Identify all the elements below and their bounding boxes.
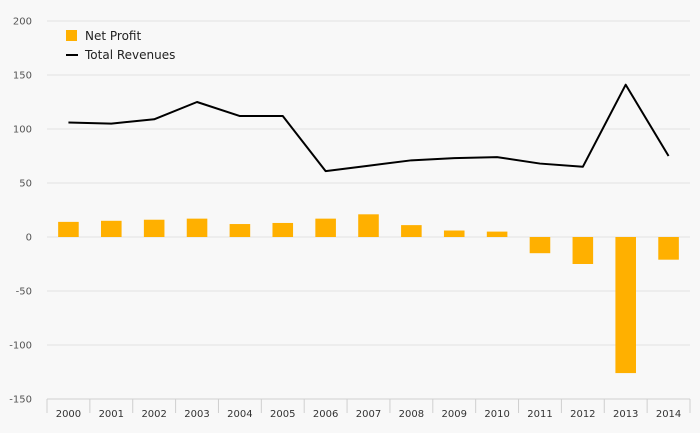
y-tick-label: 150 bbox=[13, 71, 32, 82]
total-revenues-line bbox=[68, 83, 670, 173]
net-profit-bar bbox=[186, 218, 208, 237]
x-tick-label: 2000 bbox=[56, 409, 81, 420]
x-tick-label: 2005 bbox=[270, 409, 295, 420]
net-profit-bars bbox=[58, 214, 679, 374]
y-tick-label: 50 bbox=[19, 179, 32, 190]
y-tick-label: -50 bbox=[16, 287, 32, 298]
x-tick-label: 2004 bbox=[227, 409, 252, 420]
legend-label-net-profit: Net Profit bbox=[85, 29, 141, 43]
y-tick-label: 200 bbox=[13, 17, 32, 28]
x-tick-label: 2012 bbox=[570, 409, 595, 420]
y-axis-ticks: 200 150 100 50 0 -50 -100 -150 bbox=[9, 17, 32, 406]
x-tick-label: 2009 bbox=[442, 409, 467, 420]
net-profit-bar bbox=[315, 218, 336, 237]
net-profit-bar bbox=[101, 220, 122, 237]
net-profit-bar bbox=[401, 225, 422, 237]
net-profit-bar bbox=[443, 230, 465, 237]
y-tick-label: 0 bbox=[26, 233, 32, 244]
net-profit-bar bbox=[229, 224, 251, 237]
net-profit-bar bbox=[486, 231, 508, 237]
x-tick-label: 2011 bbox=[527, 409, 552, 420]
grid-lines bbox=[47, 20, 690, 400]
legend-swatch-net-profit bbox=[66, 30, 77, 41]
net-profit-bar bbox=[58, 221, 79, 237]
x-tick-label: 2006 bbox=[313, 409, 338, 420]
net-profit-bar bbox=[143, 219, 165, 237]
x-tick-label: 2010 bbox=[484, 409, 509, 420]
net-profit-bar bbox=[615, 237, 636, 374]
y-tick-label: -150 bbox=[9, 395, 32, 406]
x-tick-label: 2014 bbox=[656, 409, 681, 420]
legend: Net Profit Total Revenues bbox=[66, 29, 175, 62]
y-tick-label: -100 bbox=[9, 341, 32, 352]
net-profit-bar bbox=[529, 237, 551, 254]
y-tick-label: 100 bbox=[13, 125, 32, 136]
x-tick-label: 2002 bbox=[141, 409, 166, 420]
legend-label-total-revenues: Total Revenues bbox=[84, 48, 175, 62]
x-tick-label: 2008 bbox=[399, 409, 424, 420]
x-tick-label: 2007 bbox=[356, 409, 381, 420]
net-profit-bar bbox=[658, 237, 679, 260]
x-tick-label: 2001 bbox=[99, 409, 124, 420]
x-tick-label: 2003 bbox=[184, 409, 209, 420]
net-profit-bar bbox=[358, 214, 379, 237]
net-profit-bar bbox=[272, 222, 294, 237]
x-axis: 2000 2001 2002 2003 2004 2005 2006 2007 2008 2009… bbox=[46, 398, 691, 420]
net-profit-bar bbox=[572, 237, 594, 264]
total-revenues-line-group bbox=[68, 83, 670, 173]
x-tick-label: 2013 bbox=[613, 409, 638, 420]
